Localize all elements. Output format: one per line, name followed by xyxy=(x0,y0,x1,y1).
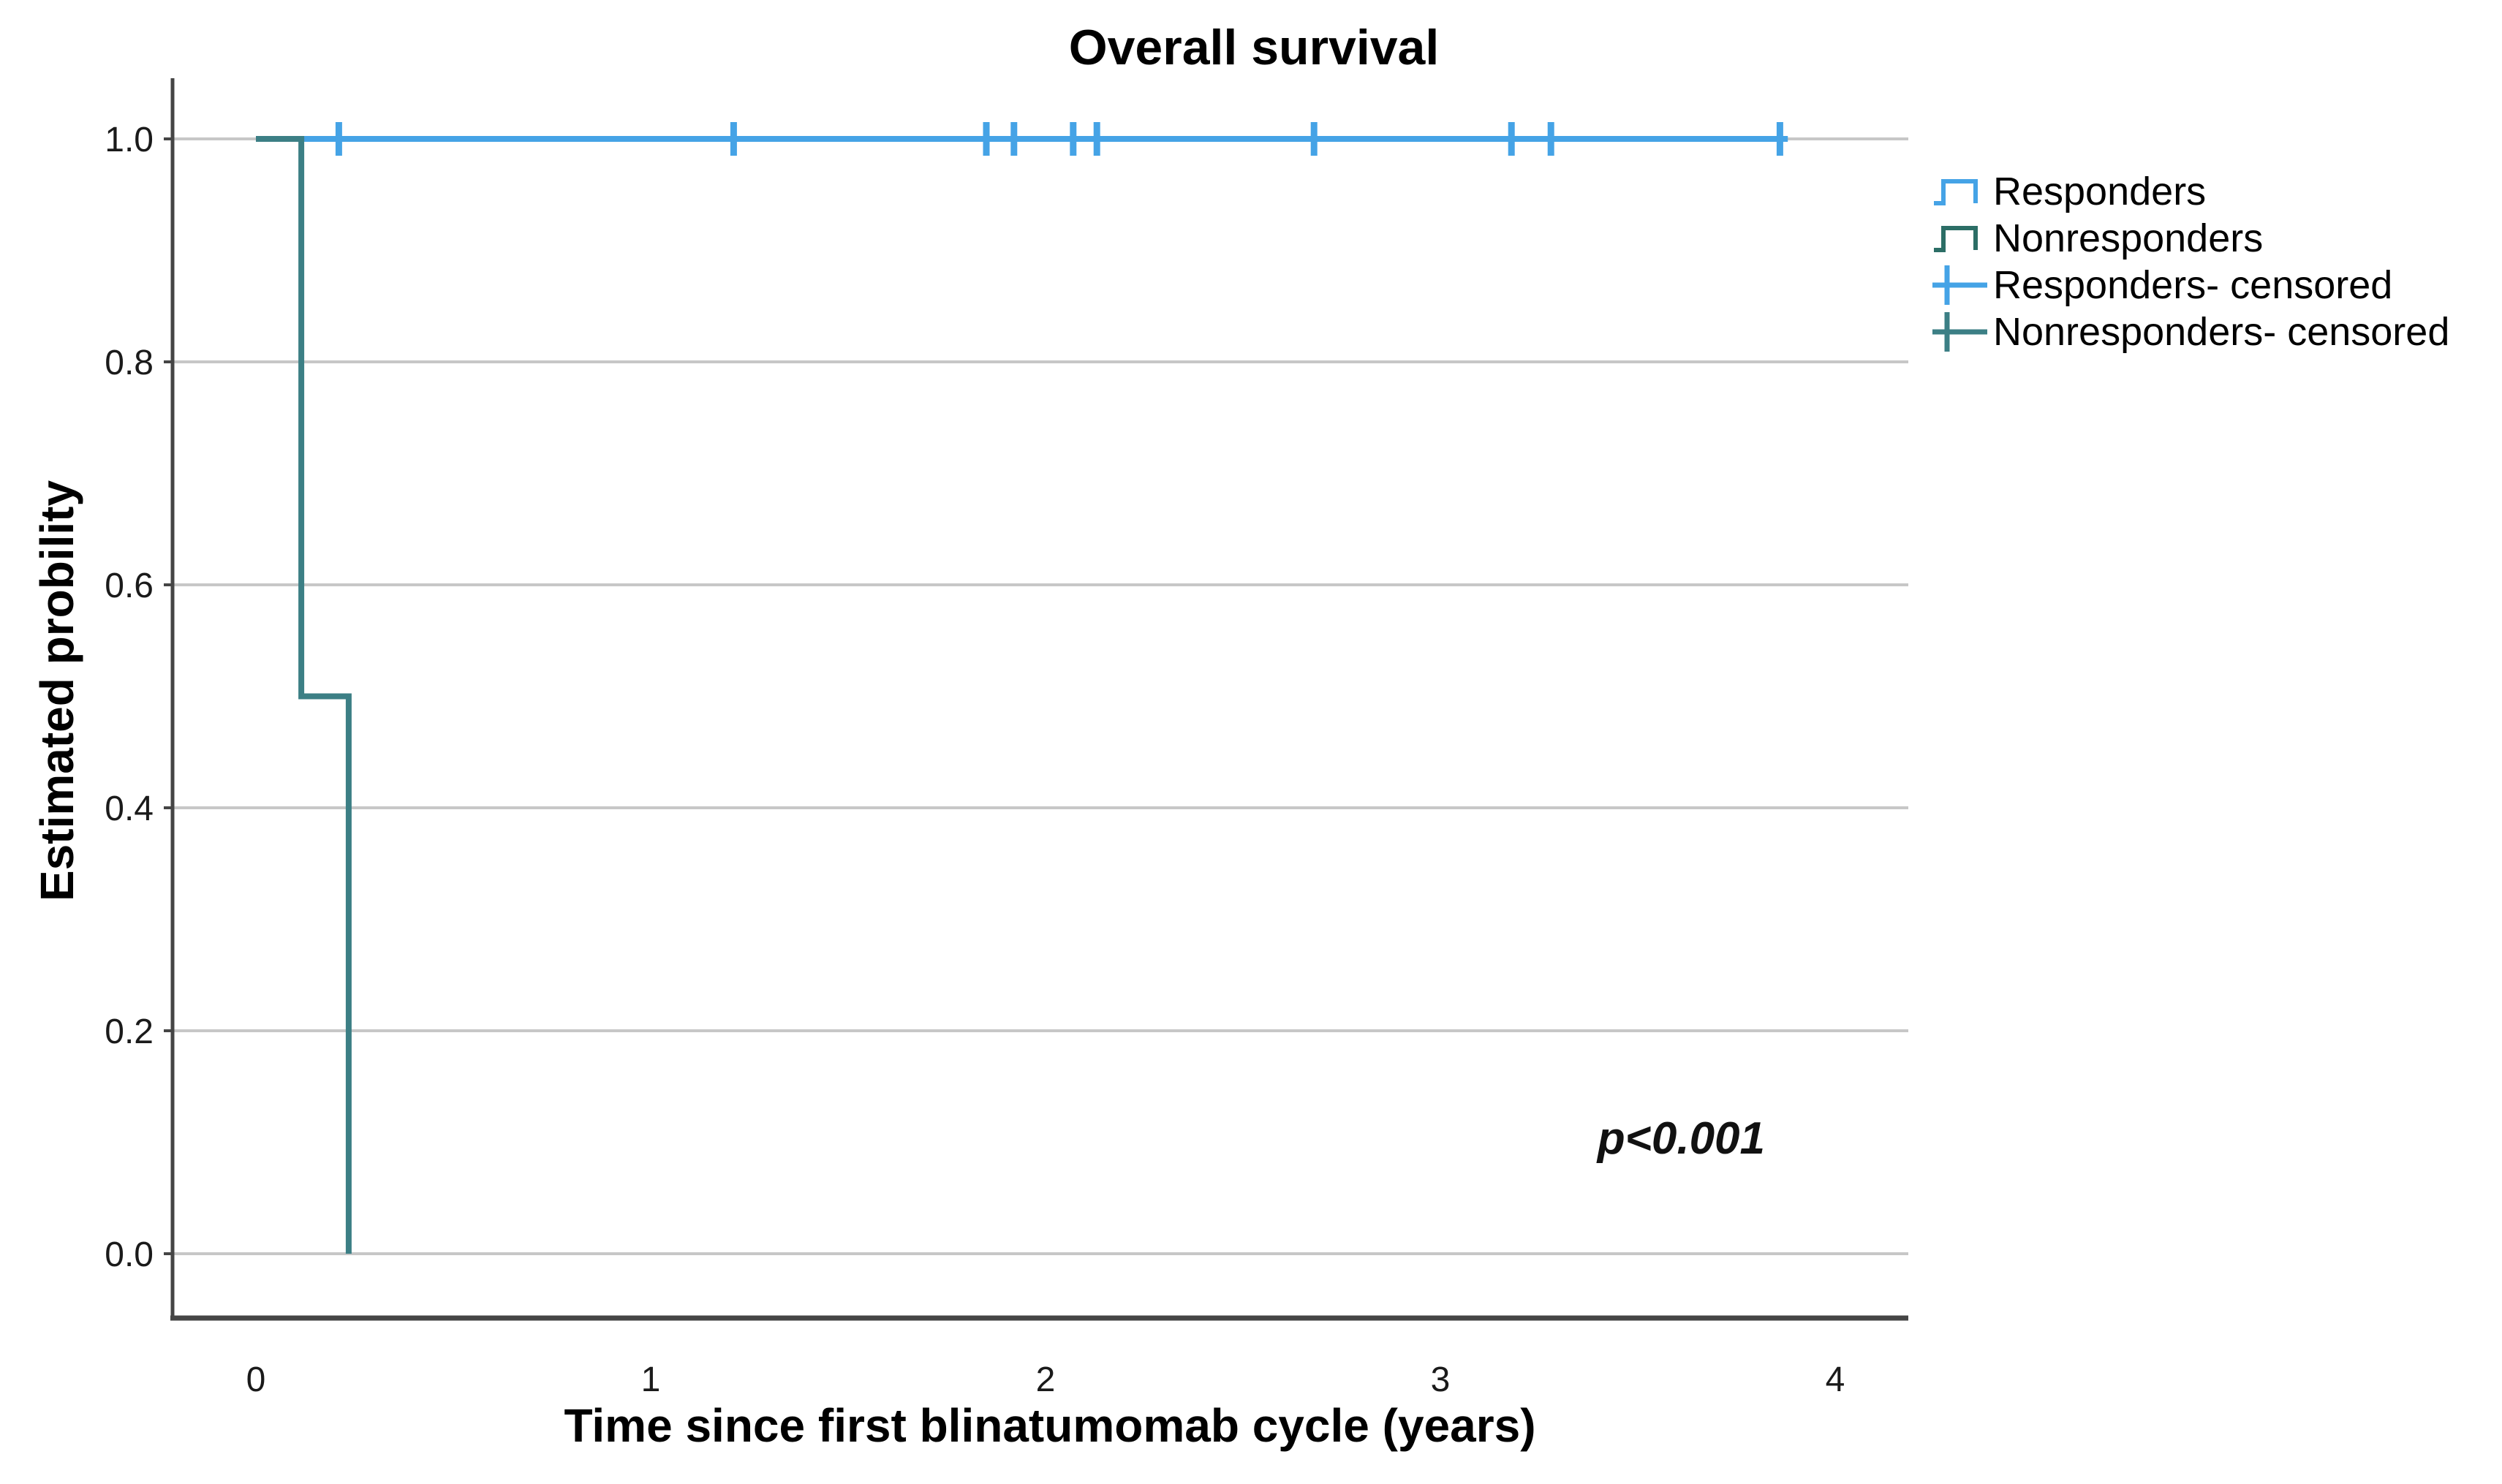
x-tick-label: 3 xyxy=(1431,1360,1451,1399)
y-axis-title: Estimated probility xyxy=(31,480,83,902)
legend-item: Nonresponders- censored xyxy=(1932,310,2449,354)
axes-group xyxy=(170,78,1908,1321)
x-tick-label: 1 xyxy=(641,1360,661,1399)
y-tick-labels-group: 0.0 0.2 0.4 0.6 0.8 1.0 xyxy=(105,121,154,1274)
nonresponders-curve xyxy=(256,136,352,1254)
x-axis-title: Time since first blinatumomab cycle (yea… xyxy=(564,1399,1535,1452)
legend-step-line-icon xyxy=(1934,179,1978,205)
legend-label: Nonresponders- censored xyxy=(1993,310,2449,354)
y-tick-label: 0.6 xyxy=(105,567,154,605)
legend-item: Nonresponders xyxy=(1934,216,2263,260)
legend-label: Responders xyxy=(1993,170,2206,213)
y-tick-label: 0.4 xyxy=(105,790,154,828)
x-tick-labels-group: 0 1 2 3 4 xyxy=(246,1360,1845,1399)
x-tick-label: 2 xyxy=(1036,1360,1056,1399)
x-tick-label: 4 xyxy=(1826,1360,1845,1399)
legend-item: Responders xyxy=(1934,170,2206,213)
y-tick-label: 0.0 xyxy=(105,1235,154,1274)
legend-step-line-icon xyxy=(1934,226,1978,252)
curves-group xyxy=(256,122,1788,1254)
y-tick-label: 0.8 xyxy=(105,344,154,382)
y-tick-label: 0.2 xyxy=(105,1012,154,1051)
p-value-annotation: p<0.001 xyxy=(1596,1113,1765,1164)
x-tick-label: 0 xyxy=(246,1360,266,1399)
chart-title: Overall survival xyxy=(1069,20,1440,75)
legend-item: Responders- censored xyxy=(1932,263,2392,307)
legend-label: Nonresponders xyxy=(1993,216,2263,260)
y-tick-label: 1.0 xyxy=(105,121,154,159)
legend-label: Responders- censored xyxy=(1993,263,2392,307)
